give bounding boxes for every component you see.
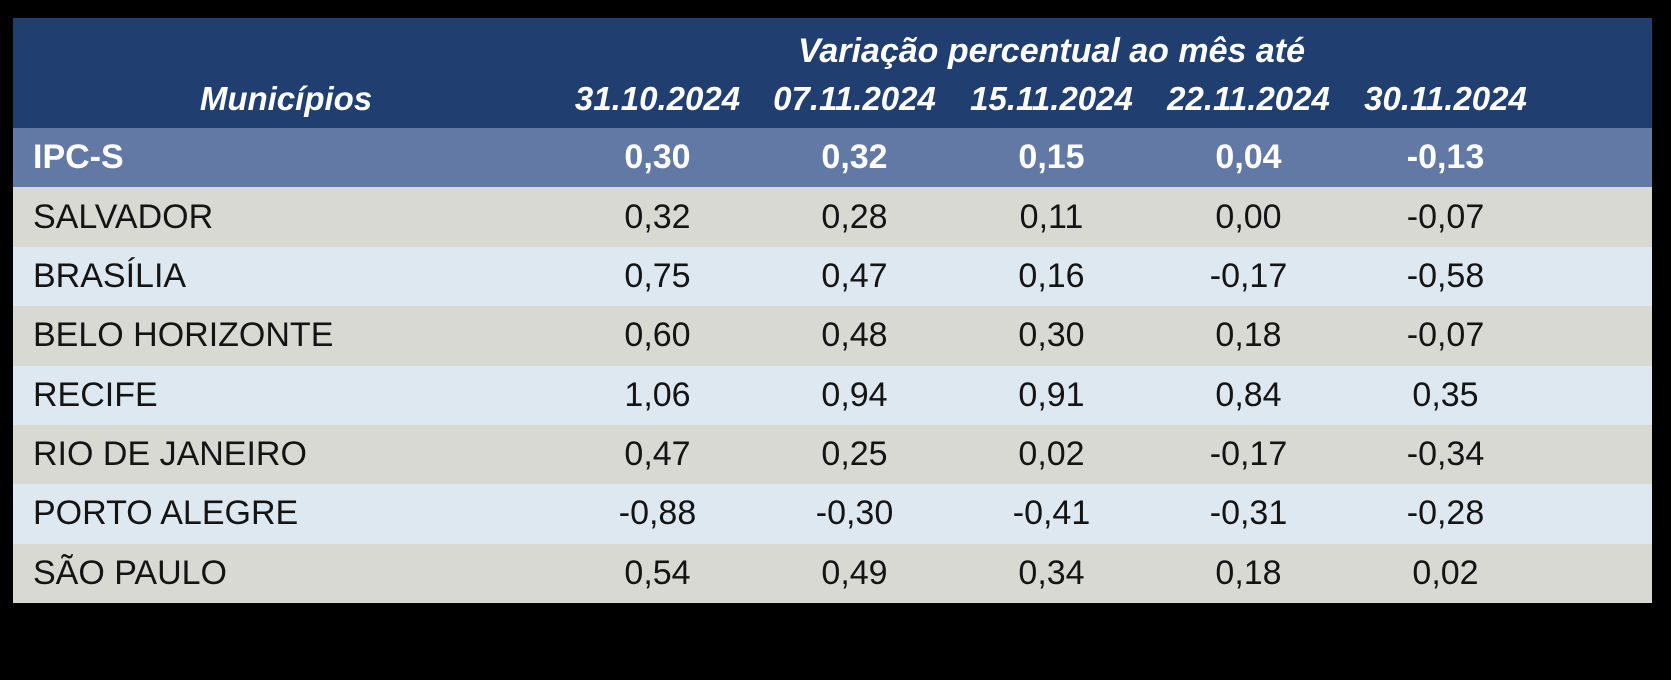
row-label: BRASÍLIA: [33, 256, 187, 295]
value-cell: -0,07: [1406, 316, 1485, 355]
value-cell: 0,32: [624, 197, 691, 236]
row-label: SÃO PAULO: [33, 553, 227, 592]
value-cell: 0,18: [1215, 553, 1282, 592]
column-header-date-5: 30.11.2024: [1364, 80, 1527, 117]
table-row-bras-lia: BRASÍLIA 0,75 0,47 0,16 -0,17 -0,58: [13, 246, 1652, 307]
value-cell: -0,13: [1406, 138, 1485, 177]
table-row-porto-alegre: PORTO ALEGRE -0,88 -0,30 -0,41 -0,31 -0,28: [13, 484, 1652, 544]
value-cell: 0,18: [1215, 316, 1282, 355]
value-cell: 0,32: [821, 138, 888, 177]
table-header: Variação percentual ao mês até Município…: [13, 18, 1652, 128]
value-cell: 0,94: [821, 375, 888, 414]
value-cell: 0,16: [1018, 256, 1085, 295]
value-cell: 0,15: [1018, 138, 1085, 177]
value-cell: 0,02: [1412, 553, 1479, 592]
value-cell: 0,34: [1018, 553, 1085, 592]
table-row-salvador: SALVADOR 0,32 0,28 0,11 0,00 -0,07: [13, 187, 1652, 247]
ipcs-variation-table: Variação percentual ao mês até Município…: [13, 18, 1652, 603]
column-header-municipios: Municípios: [199, 80, 373, 117]
value-cell: 0,54: [624, 553, 691, 592]
value-cell: -0,07: [1406, 197, 1485, 236]
value-cell: 0,28: [821, 197, 888, 236]
value-cell: -0,30: [815, 494, 894, 533]
value-cell: -0,34: [1406, 435, 1485, 474]
value-cell: 0,30: [1018, 316, 1085, 355]
table-header-columns-row: Municípios 31.10.2024 07.11.2024 15.11.2…: [13, 70, 1652, 128]
value-cell: -0,58: [1406, 256, 1485, 295]
row-label: RIO DE JANEIRO: [33, 435, 307, 474]
column-header-date-2: 07.11.2024: [773, 80, 936, 117]
table-row-belo-horizonte: BELO HORIZONTE 0,60 0,48 0,30 0,18 -0,07: [13, 306, 1652, 366]
value-cell: -0,41: [1012, 494, 1091, 533]
value-cell: -0,28: [1406, 494, 1485, 533]
value-cell: 0,91: [1018, 375, 1085, 414]
value-cell: 0,60: [624, 316, 691, 355]
value-cell: 1,06: [624, 375, 691, 414]
value-cell: -0,17: [1209, 256, 1288, 295]
row-label: PORTO ALEGRE: [33, 494, 299, 533]
column-header-date-1: 31.10.2024: [574, 80, 741, 117]
value-cell: 0,30: [624, 138, 691, 177]
value-cell: -0,88: [618, 494, 697, 533]
value-cell: 0,47: [624, 435, 691, 474]
value-cell: -0,17: [1209, 435, 1288, 474]
value-cell: -0,31: [1209, 494, 1288, 533]
value-cell: 0,11: [1019, 197, 1084, 236]
value-cell: 0,04: [1215, 138, 1282, 177]
table-row-s-o-paulo: SÃO PAULO 0,54 0,49 0,34 0,18 0,02: [13, 543, 1652, 603]
table-row-recife: RECIFE 1,06 0,94 0,91 0,84 0,35: [13, 365, 1652, 425]
value-cell: 0,84: [1215, 375, 1282, 414]
value-cell: 0,35: [1412, 375, 1479, 414]
column-header-date-3: 15.11.2024: [970, 80, 1133, 117]
value-cell: 0,47: [821, 256, 888, 295]
value-cell: 0,25: [821, 435, 888, 474]
table-row-ipc-s: IPC-S 0,30 0,32 0,15 0,04 -0,13: [13, 128, 1652, 188]
value-cell: 0,49: [821, 553, 888, 592]
table-title: Variação percentual ao mês até: [797, 31, 1306, 70]
row-label: RECIFE: [33, 375, 158, 414]
table-row-rio-de-janeiro: RIO DE JANEIRO 0,47 0,25 0,02 -0,17 -0,34: [13, 424, 1652, 485]
row-label: BELO HORIZONTE: [33, 316, 334, 355]
value-cell: 0,02: [1018, 435, 1085, 474]
value-cell: 0,48: [821, 316, 888, 355]
table-header-title-row: Variação percentual ao mês até: [13, 18, 1652, 70]
row-label: IPC-S: [33, 138, 124, 177]
column-header-date-4: 22.11.2024: [1167, 80, 1330, 117]
row-label: SALVADOR: [33, 197, 214, 236]
value-cell: 0,75: [624, 256, 691, 295]
value-cell: 0,00: [1215, 197, 1282, 236]
